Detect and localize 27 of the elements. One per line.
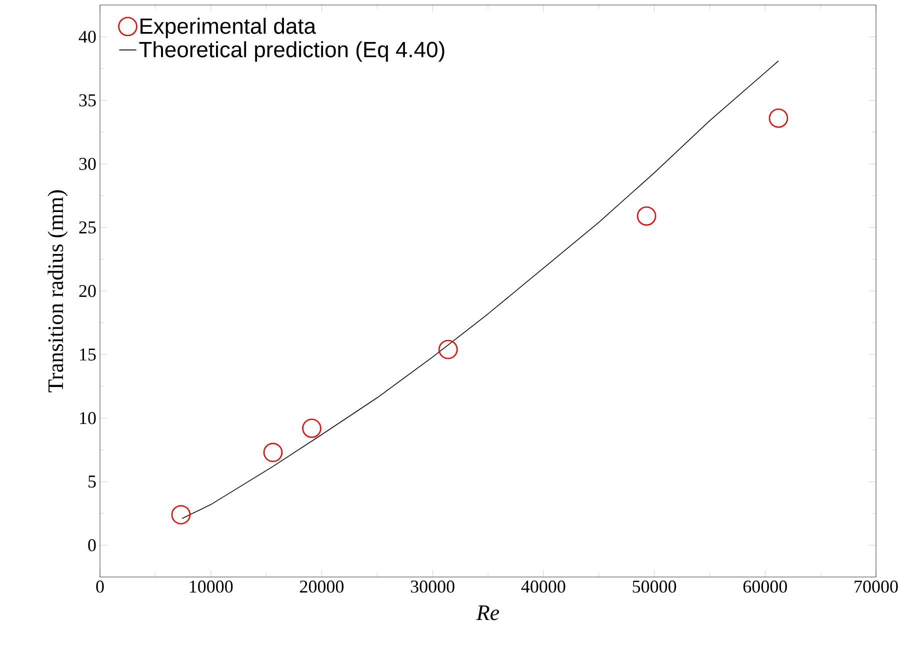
point <box>302 418 322 438</box>
x-tick-label: 70000 <box>854 580 898 593</box>
point <box>768 108 788 128</box>
x-tick-label: 60000 <box>743 580 787 593</box>
y-tick-label: 15 <box>80 348 96 361</box>
x-tick-label: 50000 <box>632 580 676 593</box>
point <box>171 505 191 524</box>
point <box>263 442 283 462</box>
legend-label: Experimental data <box>140 18 316 38</box>
y-tick-label: 40 <box>78 30 96 43</box>
y-tick-label: 25 <box>79 221 96 234</box>
x-tick-label: 0 <box>96 580 104 593</box>
y-tick-label: 10 <box>80 412 96 424</box>
legend-label: Theoretical prediction (Eq 4.40) <box>139 41 444 62</box>
x-tick-label: 20000 <box>300 580 344 593</box>
y-axis-title: Transition radius (mm) <box>48 190 68 392</box>
y-tick-label: 35 <box>79 94 96 106</box>
point <box>636 206 656 226</box>
y-tick-label: 30 <box>79 158 96 170</box>
x-axis-title: Re <box>476 606 500 620</box>
y-tick-label: 20 <box>79 284 96 298</box>
x-tick-label: 10000 <box>190 580 233 593</box>
y-tick-label: 0 <box>88 539 96 552</box>
x-tick-label: 30000 <box>410 580 454 593</box>
y-tick-label: 5 <box>88 476 96 488</box>
x-tick-label: 40000 <box>521 580 566 593</box>
point <box>438 340 458 360</box>
